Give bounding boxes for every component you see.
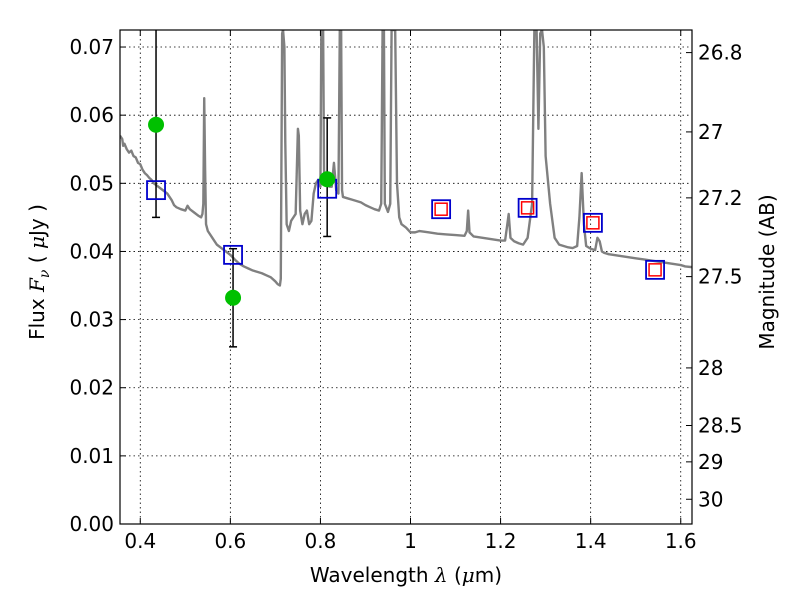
y-tick-label: 0.04 <box>69 239 114 263</box>
x-tick-label: 0.4 <box>124 529 156 553</box>
mag-tick-label: 27 <box>698 120 723 144</box>
observed-point <box>148 116 165 133</box>
x-axis-label: Wavelength λ (μm) <box>310 563 502 587</box>
observed-point <box>225 289 242 306</box>
observed-point <box>319 171 336 188</box>
observed-red-square <box>434 202 448 216</box>
y-tick-label: 0.03 <box>69 308 114 332</box>
x-tick-label: 1.2 <box>485 529 517 553</box>
y-tick-label: 0.01 <box>69 444 114 468</box>
y2-axis-label: Magnitude (AB) <box>755 194 779 349</box>
x-tick-label: 1 <box>404 529 417 553</box>
model-square <box>146 180 166 201</box>
model-square <box>431 199 452 220</box>
grid-lines <box>120 30 692 524</box>
mag-tick-label: 27.2 <box>698 186 743 210</box>
x-tick-label: 1.4 <box>575 529 607 553</box>
x-tick-label: 0.6 <box>214 529 246 553</box>
model-square <box>645 259 665 280</box>
y-tick-label: 0.07 <box>69 35 114 59</box>
tick-labels: 0.4 0.6 0.8 1 1.2 1.4 1.6 0.00 0.01 0.02 0.03 0.04 0… <box>69 35 742 553</box>
observed-red-square <box>586 216 600 230</box>
y-tick-label: 0.02 <box>69 376 114 400</box>
y-tick-label: 0.00 <box>69 512 114 536</box>
x-tick-label: 1.6 <box>665 529 697 553</box>
model-square <box>223 244 243 265</box>
model-square <box>517 197 538 218</box>
observed-red-square <box>520 201 535 215</box>
tick-marks <box>120 30 692 525</box>
plot-area <box>120 30 692 287</box>
mag-tick-label: 28.5 <box>698 414 743 438</box>
observed-red-square <box>648 263 662 277</box>
data-points <box>146 30 665 348</box>
sed-model-line <box>120 30 692 287</box>
mag-tick-label: 27.5 <box>698 265 743 289</box>
mag-tick-label: 29 <box>698 450 723 474</box>
mag-tick-label: 30 <box>698 487 723 511</box>
y-tick-label: 0.06 <box>69 103 114 127</box>
axes-frame <box>119 29 693 525</box>
model-square <box>583 212 603 233</box>
x-tick-label: 0.8 <box>305 529 337 553</box>
y-axis-label: Flux Fν ( μJy ) <box>25 204 53 340</box>
mag-tick-label: 26.8 <box>698 41 743 65</box>
mag-tick-label: 28 <box>698 356 723 380</box>
y-tick-label: 0.05 <box>69 171 114 195</box>
